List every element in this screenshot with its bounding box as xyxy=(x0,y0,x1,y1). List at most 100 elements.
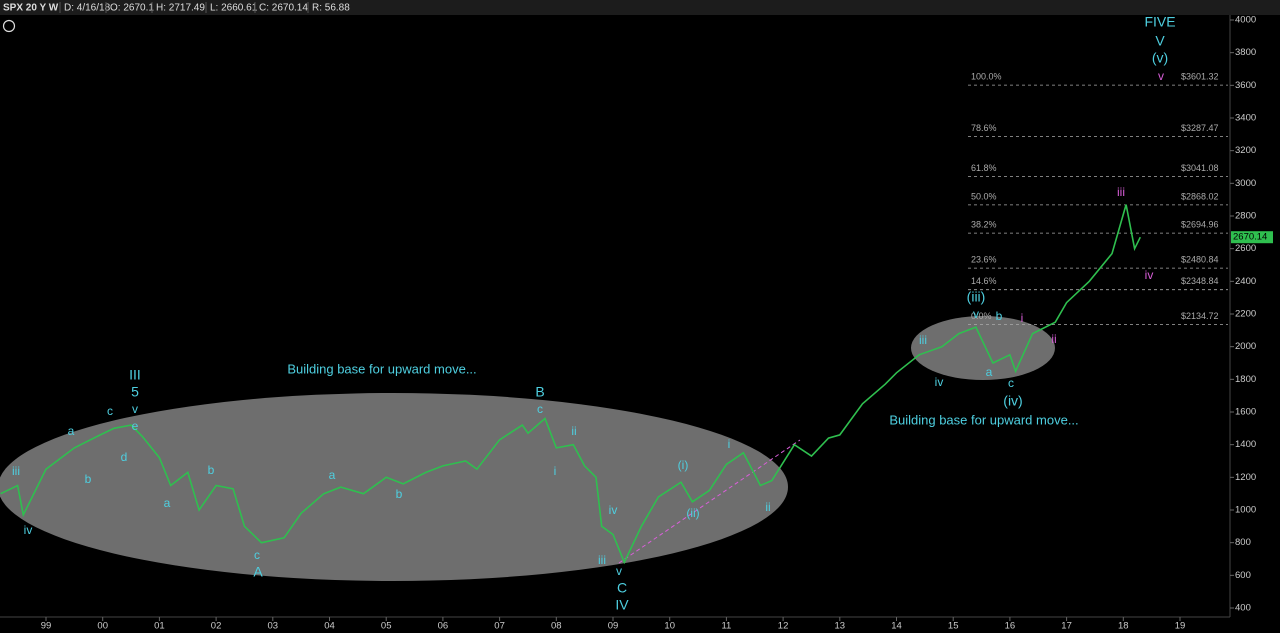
wave-label: III xyxy=(129,367,141,383)
header-field: H: 2717.49 xyxy=(156,3,205,14)
x-tick-label: 13 xyxy=(835,621,846,632)
plot: 4006008001000120014001600180020002200240… xyxy=(0,14,1273,632)
note: Building base for upward move... xyxy=(889,412,1078,427)
last-price-badge xyxy=(1231,231,1273,244)
wave-label: b xyxy=(396,487,403,501)
wave-label: e xyxy=(132,419,139,433)
x-tick-label: 17 xyxy=(1061,621,1072,632)
x-tick-label: 11 xyxy=(721,621,731,632)
x-tick-label: 16 xyxy=(1005,621,1016,632)
x-tick-label: 99 xyxy=(41,621,52,632)
fib-price: $2480.84 xyxy=(1181,255,1219,265)
header: SPX 20 Y W D: 4/16/18 O: 2670.1 H: 2717.49 L… xyxy=(3,2,350,14)
wave-label: ii xyxy=(1051,332,1056,346)
price-line xyxy=(0,204,1142,565)
x-tick-label: 18 xyxy=(1118,621,1129,632)
wave-label: i xyxy=(728,437,731,451)
wave-label: a xyxy=(164,496,171,510)
wave-label: V xyxy=(1155,33,1165,49)
x-tick-label: 19 xyxy=(1175,621,1186,632)
wave-label: FIVE xyxy=(1144,14,1175,30)
wave-label: ii xyxy=(571,424,576,438)
x-tick-label: 00 xyxy=(97,621,108,632)
last-price-label: 2670.14 xyxy=(1233,232,1267,243)
wave-label: c xyxy=(537,402,543,416)
note: Building base for upward move... xyxy=(287,361,476,376)
wave-label: (i) xyxy=(678,458,689,472)
y-tick-label: 600 xyxy=(1235,570,1251,581)
fib-price: $2348.84 xyxy=(1181,276,1219,286)
fib-ratio: 0.0% xyxy=(971,311,992,321)
y-tick-label: 2800 xyxy=(1235,211,1256,222)
wave-label: b xyxy=(208,463,215,477)
fib-price: $3041.08 xyxy=(1181,163,1219,173)
wave-label: (iv) xyxy=(1003,393,1022,409)
y-tick-label: 1800 xyxy=(1235,374,1256,385)
fib-ratio: 23.6% xyxy=(971,255,997,265)
header-field: D: 4/16/18 xyxy=(64,3,111,14)
x-tick-label: 05 xyxy=(381,621,392,632)
y-tick-label: 3200 xyxy=(1235,145,1256,156)
wave-label: v xyxy=(616,564,622,578)
y-tick-label: 2200 xyxy=(1235,309,1256,320)
wave-label: b xyxy=(996,309,1003,323)
wave-label: v xyxy=(1158,69,1164,83)
y-tick-label: 800 xyxy=(1235,537,1251,548)
wave-label: c xyxy=(254,548,260,562)
fib-ratio: 38.2% xyxy=(971,220,997,230)
x-tick-label: 07 xyxy=(494,621,505,632)
wave-label: a xyxy=(68,424,75,438)
fib-price: $2868.02 xyxy=(1181,191,1219,201)
y-tick-label: 1000 xyxy=(1235,505,1256,516)
wave-label: iv xyxy=(609,503,618,517)
wave-label: B xyxy=(535,384,544,400)
x-tick-label: 14 xyxy=(891,621,902,632)
y-tick-label: 3800 xyxy=(1235,47,1256,58)
x-tick-label: 15 xyxy=(948,621,959,632)
header-bar xyxy=(0,0,1280,15)
info-icon[interactable] xyxy=(2,19,16,33)
wave-label: i xyxy=(554,464,557,478)
y-tick-label: 3600 xyxy=(1235,80,1256,91)
y-tick-label: 1200 xyxy=(1235,472,1256,483)
base-ellipse xyxy=(0,393,788,581)
wave-label: IV xyxy=(615,597,629,613)
y-tick-label: 400 xyxy=(1235,603,1251,614)
wave-label: iii xyxy=(598,553,606,567)
x-tick-label: 02 xyxy=(211,621,222,632)
y-tick-label: 3000 xyxy=(1235,178,1256,189)
x-tick-label: 01 xyxy=(154,621,165,632)
wave-label: (ii) xyxy=(686,506,699,520)
wave-label: a xyxy=(986,365,993,379)
base-ellipse xyxy=(911,316,1055,380)
header-field: R: 56.88 xyxy=(312,3,350,14)
header-field: C: 2670.14 xyxy=(259,3,308,14)
wave-label: iv xyxy=(24,523,33,537)
x-tick-label: 09 xyxy=(608,621,619,632)
x-tick-label: 10 xyxy=(664,621,675,632)
wave-label: iv xyxy=(1145,268,1154,282)
y-tick-label: 4000 xyxy=(1235,15,1256,26)
wave-label: (v) xyxy=(1152,50,1168,66)
wave-label: c xyxy=(1008,376,1014,390)
wave-label: c xyxy=(107,404,113,418)
header-field: O: 2670.1 xyxy=(110,3,154,14)
x-tick-label: 04 xyxy=(324,621,335,632)
fib-ratio: 61.8% xyxy=(971,163,997,173)
wave-label: (iii) xyxy=(967,289,986,305)
wave-label: 5 xyxy=(131,384,139,400)
wave-label: iii xyxy=(1117,185,1125,199)
wave-label: a xyxy=(329,468,336,482)
fib-price: $3287.47 xyxy=(1181,123,1219,133)
wave-label: iii xyxy=(12,464,20,478)
header-field: SPX 20 Y W xyxy=(3,3,59,14)
fib-ratio: 14.6% xyxy=(971,276,997,286)
wave-label: C xyxy=(617,580,627,596)
wave-label: i xyxy=(1021,311,1024,325)
fib-ratio: 50.0% xyxy=(971,191,997,201)
y-tick-label: 2600 xyxy=(1235,243,1256,254)
wave-label: b xyxy=(85,472,92,486)
wave-label: v xyxy=(973,307,979,321)
wave-label: v xyxy=(132,402,138,416)
